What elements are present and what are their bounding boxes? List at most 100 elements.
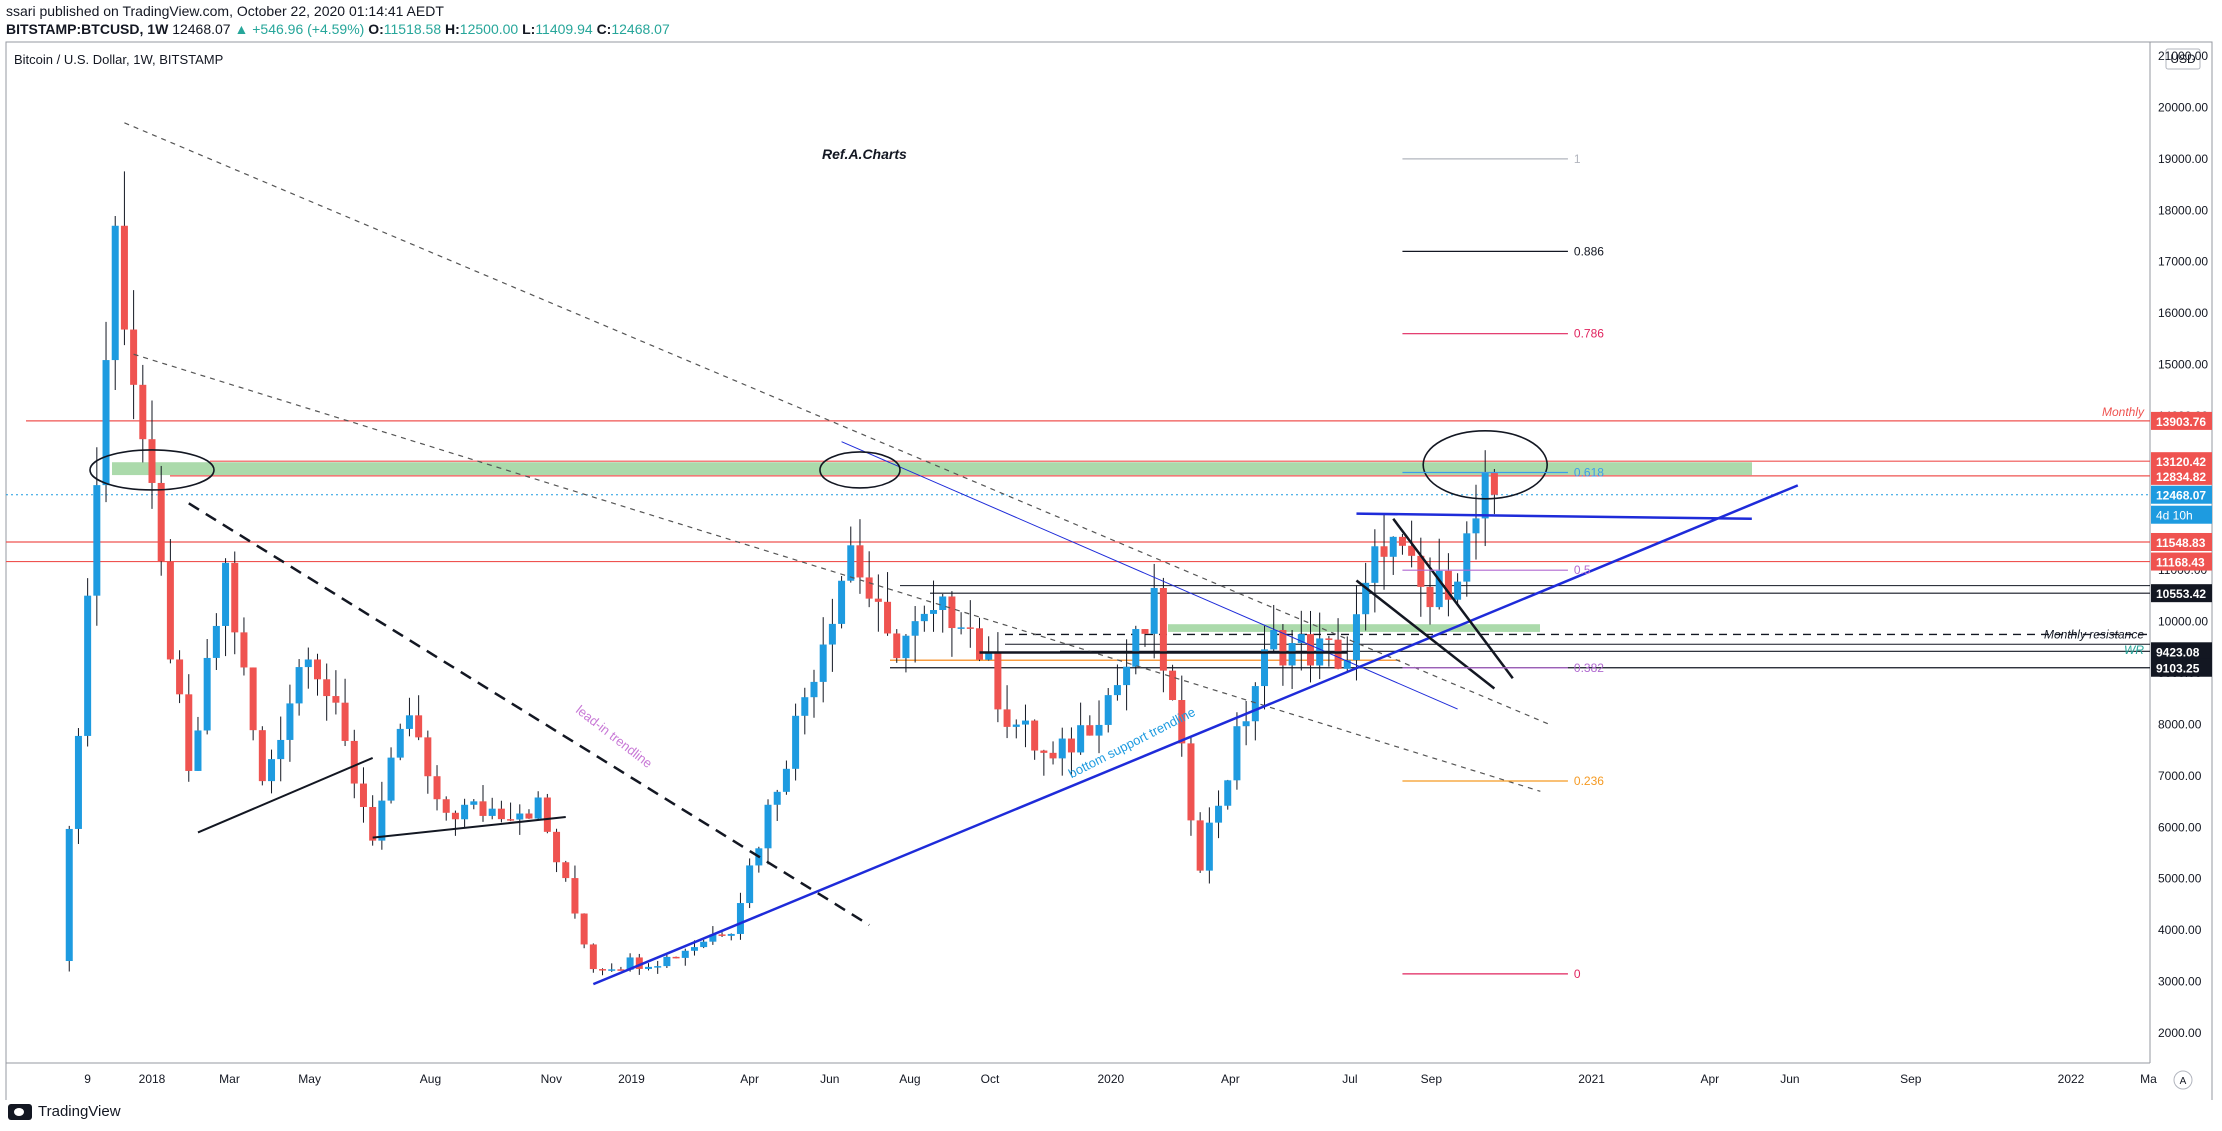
footer-brand[interactable]: TradingView bbox=[8, 1103, 121, 1120]
chart-title: Bitcoin / U.S. Dollar, 1W, BITSTAMP bbox=[14, 52, 223, 67]
price-label-text: 11168.43 bbox=[2156, 556, 2205, 570]
candle-body bbox=[700, 941, 708, 948]
candle-body bbox=[102, 360, 110, 486]
candle-body bbox=[249, 667, 257, 731]
low-value: 11409.94 bbox=[535, 21, 593, 37]
candle-body bbox=[985, 652, 993, 660]
x-tick-label: Aug bbox=[899, 1072, 920, 1086]
candle-body bbox=[801, 697, 809, 716]
lead-in-annotation: lead-in trendline bbox=[573, 702, 655, 771]
published-line: ssari published on TradingView.com, Octo… bbox=[6, 3, 444, 19]
candle-body bbox=[65, 828, 73, 962]
x-tick-label: Apr bbox=[740, 1072, 759, 1086]
candle-body bbox=[1426, 586, 1434, 608]
x-tick-label: Apr bbox=[1700, 1072, 1719, 1086]
candle-body bbox=[1159, 587, 1167, 671]
candle-body bbox=[433, 776, 441, 800]
candle-body bbox=[1389, 536, 1397, 557]
candle-body bbox=[120, 225, 128, 330]
candle-body bbox=[608, 969, 616, 971]
candle-body bbox=[451, 812, 459, 820]
candle-body bbox=[1306, 634, 1314, 666]
highlight-circle bbox=[1422, 429, 1548, 500]
footer-brand-label: TradingView bbox=[38, 1103, 121, 1120]
currency-badge[interactable]: USD bbox=[2165, 48, 2201, 70]
candle-body bbox=[663, 956, 671, 967]
candle-body bbox=[865, 577, 873, 599]
currency-label: USD bbox=[2170, 52, 2196, 66]
candle-body bbox=[415, 715, 423, 738]
price-label-text: 10553.42 bbox=[2156, 587, 2206, 601]
x-tick-label: Jul bbox=[1342, 1072, 1357, 1086]
candle-body bbox=[1150, 587, 1158, 634]
candle-body bbox=[847, 545, 855, 581]
fib-level-label: 0 bbox=[1574, 967, 1581, 981]
last-price: 12468.07 bbox=[172, 21, 231, 37]
candle-body bbox=[525, 813, 533, 819]
candle-body bbox=[975, 628, 983, 660]
candle-body bbox=[690, 947, 698, 951]
countdown-text: 4d 10h bbox=[2156, 509, 2193, 523]
fib-level-label: 0.886 bbox=[1574, 244, 1604, 258]
candle-body bbox=[258, 730, 266, 782]
support-resistance-zone bbox=[112, 462, 1752, 476]
candle-body bbox=[1454, 581, 1462, 600]
candle-body bbox=[1481, 472, 1489, 519]
high-label: H: bbox=[445, 21, 460, 37]
price-label-text: 9103.25 bbox=[2156, 662, 2200, 676]
y-tick-label: 3000.00 bbox=[2158, 975, 2202, 989]
candle-body bbox=[1279, 629, 1287, 666]
highlight-circle bbox=[89, 449, 215, 491]
candle-body bbox=[1334, 639, 1342, 669]
candle-body bbox=[405, 715, 413, 729]
y-tick-label: 16000.00 bbox=[2158, 306, 2208, 320]
price-label-box bbox=[2151, 584, 2212, 603]
fib-level-label: 0.5 bbox=[1574, 563, 1591, 577]
candle-body bbox=[212, 625, 220, 658]
candle-body bbox=[1371, 546, 1379, 583]
candles-layer bbox=[65, 171, 1498, 976]
candle-body bbox=[1040, 750, 1048, 753]
candle-body bbox=[166, 561, 174, 660]
x-tick-label: Aug bbox=[420, 1072, 441, 1086]
y-tick-label: 4000.00 bbox=[2158, 923, 2202, 937]
candle-body bbox=[1104, 695, 1112, 725]
candle-body bbox=[157, 482, 165, 562]
drawings-layer: Monthly Monthly resistance WR lead-in trend… bbox=[89, 122, 2145, 986]
trendline-dashed bbox=[124, 122, 1550, 726]
price-chart[interactable]: Bitcoin / U.S. Dollar, 1W, BITSTAMP Ref.… bbox=[0, 0, 2222, 1100]
x-tick-label: Mar bbox=[219, 1072, 240, 1086]
candle-body bbox=[507, 819, 515, 821]
candle-body bbox=[948, 596, 956, 629]
candle-body bbox=[571, 878, 579, 914]
candle-body bbox=[1362, 582, 1370, 615]
candle-body bbox=[74, 735, 82, 829]
low-label: L: bbox=[522, 21, 536, 37]
auto-scale-button[interactable]: A bbox=[2173, 1070, 2193, 1090]
lead-in-trendline bbox=[188, 502, 870, 927]
candle-body bbox=[286, 703, 294, 740]
candle-body bbox=[470, 801, 478, 805]
price-label-box bbox=[2151, 485, 2212, 504]
candle-body bbox=[93, 485, 101, 596]
candle-body bbox=[1141, 629, 1149, 634]
trendline-black bbox=[372, 816, 566, 839]
candle-body bbox=[1169, 670, 1177, 701]
candle-body bbox=[1233, 726, 1241, 781]
candle-body bbox=[1435, 570, 1443, 608]
candle-body bbox=[185, 694, 193, 771]
high-value: 12500.00 bbox=[459, 21, 519, 37]
candle-body bbox=[1012, 724, 1020, 727]
candle-body bbox=[350, 740, 358, 784]
candle-body bbox=[1224, 780, 1232, 806]
y-tick-label: 18000.00 bbox=[2158, 203, 2208, 217]
x-tick-label: Jun bbox=[820, 1072, 839, 1086]
candle-body bbox=[148, 439, 156, 483]
candle-body bbox=[1343, 660, 1351, 669]
price-label-box bbox=[2151, 411, 2212, 430]
time-axis[interactable]: 9 2018 Mar May Aug Nov 2019 Apr Jun Aug Oct 2020 Apr… bbox=[84, 1072, 2157, 1086]
candle-body bbox=[1049, 752, 1057, 759]
candle-body bbox=[424, 737, 432, 777]
candle-body bbox=[277, 739, 285, 760]
candle-body bbox=[534, 797, 542, 819]
